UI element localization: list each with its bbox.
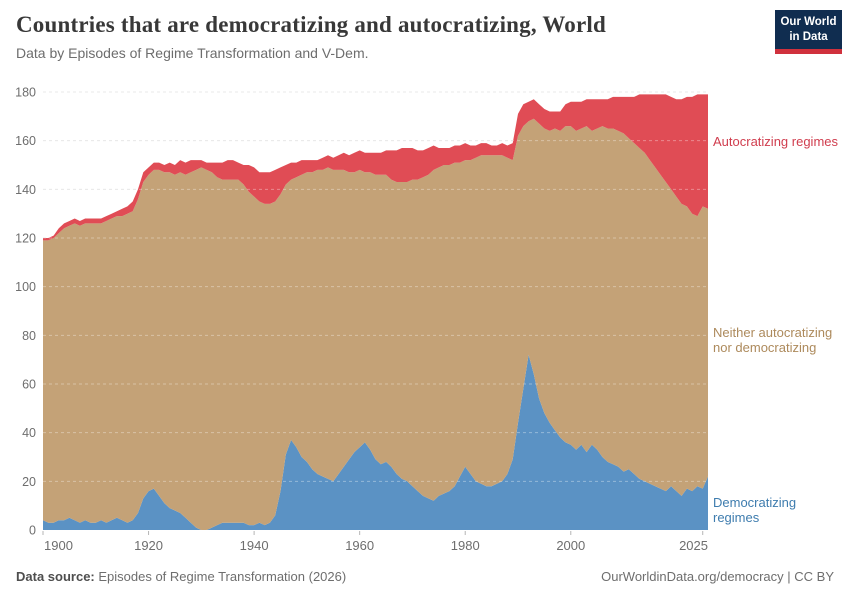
x-axis-tick-label: 1920	[134, 538, 163, 553]
attribution-note: OurWorldinData.org/democracy | CC BY	[601, 569, 834, 584]
y-axis-tick-label: 40	[22, 426, 36, 440]
neither-area	[43, 118, 708, 531]
chart-header: Countries that are democratizing and aut…	[16, 12, 756, 61]
owid-logo-line2: in Data	[789, 30, 828, 43]
x-axis-tick-label: 2025	[679, 538, 708, 553]
y-axis-tick-label: 20	[22, 475, 36, 489]
data-source-value: Episodes of Regime Transformation (2026)	[94, 569, 347, 584]
y-axis-tick-label: 160	[15, 134, 36, 148]
owid-logo-line1: Our World	[780, 16, 837, 29]
x-axis-tick-label: 1900	[44, 538, 73, 553]
chart-subtitle: Data by Episodes of Regime Transformatio…	[16, 45, 369, 61]
autocratizing-area	[43, 94, 708, 241]
page-title: Countries that are democratizing and aut…	[16, 12, 606, 37]
x-axis-tick-label: 1960	[345, 538, 374, 553]
democratizing-area	[43, 354, 708, 530]
x-axis-tick-label: 1940	[240, 538, 269, 553]
x-axis-tick-label: 1980	[451, 538, 480, 553]
legend-label-autocratizing: Autocratizing regimes	[713, 134, 838, 149]
owid-logo: Our World in Data	[775, 10, 842, 54]
legend-label-neither: Neither autocratizing nor democratizing	[713, 325, 833, 356]
y-axis-tick-label: 80	[22, 329, 36, 343]
data-source-note: Data source: Episodes of Regime Transfor…	[16, 569, 346, 584]
x-axis-tick-label: 2000	[556, 538, 585, 553]
y-axis-tick-label: 120	[15, 232, 36, 246]
y-axis-tick-label: 0	[29, 524, 36, 538]
legend-label-democratizing: Democratizing regimes	[713, 495, 797, 526]
y-axis-tick-label: 100	[15, 280, 36, 294]
data-source-label: Data source:	[16, 569, 95, 584]
y-axis-tick-label: 140	[15, 183, 36, 197]
y-axis-tick-label: 180	[15, 86, 36, 100]
y-axis-tick-label: 60	[22, 378, 36, 392]
